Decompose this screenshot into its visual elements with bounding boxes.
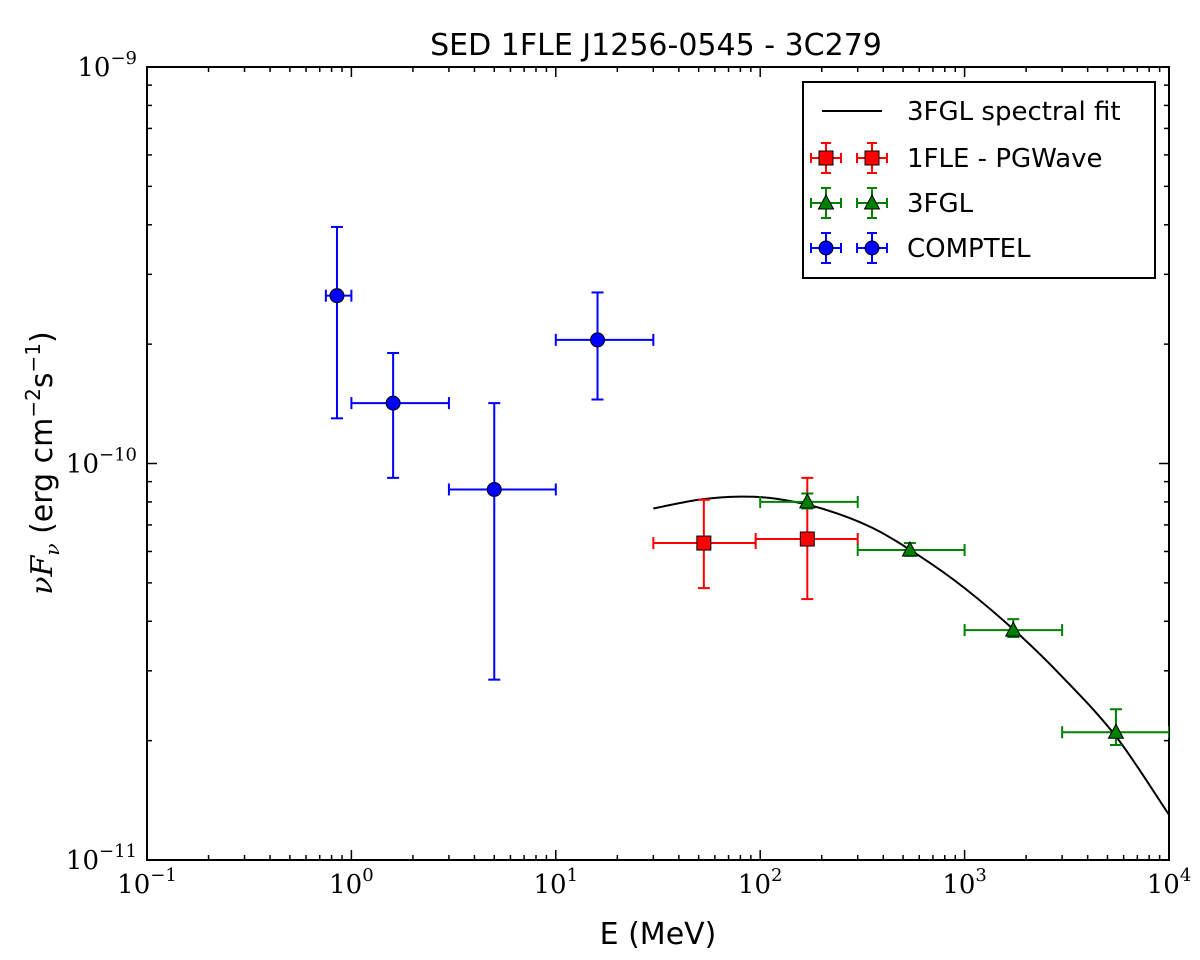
x-tick-base: 10	[942, 870, 975, 900]
legend-marker	[864, 240, 880, 256]
x-tick-exponent: 1	[567, 865, 578, 886]
data-point	[590, 332, 606, 348]
x-tick-label: 102	[738, 865, 783, 900]
data-point	[696, 535, 712, 551]
legend-entry-3fgl: 3FGL	[810, 187, 974, 219]
y-label-subscript: ν	[40, 543, 64, 555]
x-tick-exponent: 3	[975, 865, 986, 886]
y-tick-label: 10−10	[66, 445, 137, 480]
y-tick-base: 10	[66, 846, 99, 876]
legend-marker	[863, 193, 881, 210]
minor-ticks	[147, 67, 1169, 860]
x-tick-base: 10	[117, 870, 150, 900]
legend-entry-3fgl-spectral-fit: 3FGL spectral fit	[822, 97, 1121, 127]
data-point	[1004, 621, 1022, 637]
y-tick-base: 10	[77, 53, 110, 83]
x-tick-label: 10−1	[117, 865, 177, 900]
x-tick-label: 103	[942, 865, 987, 900]
y-tick-label: 10−9	[77, 48, 137, 83]
x-tick-exponent: 0	[362, 865, 373, 886]
legend-frame	[802, 81, 1156, 279]
data-point	[798, 492, 816, 509]
data-point	[385, 395, 401, 411]
legend-marker	[818, 240, 834, 256]
y-tick-exponent: −10	[99, 445, 137, 466]
x-tick-base: 10	[329, 870, 362, 900]
x-tick-base: 10	[1147, 870, 1180, 900]
y-label-unit-open: (erg cm	[25, 418, 60, 544]
series-1fle-pgwave	[652, 476, 859, 601]
x-tick-label: 100	[329, 865, 374, 900]
series-3fgl	[759, 492, 1169, 747]
data-point	[1107, 723, 1125, 739]
x-tick-exponent: 2	[771, 865, 782, 886]
x-tick-exponent: −1	[150, 865, 177, 886]
y-tick-exponent: −9	[110, 48, 137, 69]
x-tick-label: 101	[534, 865, 579, 900]
legend-entry-comptel: COMPTEL	[810, 232, 1031, 264]
x-tick-base: 10	[534, 870, 567, 900]
legend-marker	[864, 150, 880, 166]
major-ticks	[146, 66, 1170, 861]
y-label-unit-close: )	[25, 331, 60, 343]
legend-label: 1FLE - PGWave	[907, 144, 1103, 174]
legend-marker	[817, 193, 835, 210]
x-tick-label: 104	[1147, 865, 1192, 900]
y-tick-exponent: −11	[99, 841, 137, 862]
y-tick-base: 10	[66, 450, 99, 480]
x-tick-labels: 10−1 100 101 102 103 104	[117, 865, 1191, 900]
data-point	[486, 481, 502, 497]
series-comptel	[324, 225, 655, 681]
y-label-exp1: −2	[21, 388, 45, 417]
y-label-unit-mid: s	[25, 373, 60, 389]
chart-title: SED 1FLE J1256-0545 - 3C279	[430, 28, 882, 63]
y-tick-label: 10−11	[66, 841, 137, 876]
y-label-symbol: νF	[25, 554, 60, 594]
legend-label: 3FGL	[907, 189, 974, 219]
legend-label: 3FGL spectral fit	[907, 97, 1121, 127]
y-label-exp2: −1	[21, 343, 45, 372]
legend-entry-1fle-pgwave: 1FLE - PGWave	[810, 142, 1103, 174]
legend: 3FGL spectral fit 1FLE - PGWave 3FGL COMPTE…	[802, 81, 1156, 279]
data-point	[799, 531, 815, 547]
x-axis-label: E (MeV)	[600, 917, 717, 952]
data-point	[329, 288, 345, 304]
series-layer	[324, 225, 1169, 816]
data-point	[901, 540, 919, 557]
legend-label: COMPTEL	[907, 234, 1031, 264]
x-tick-exponent: 4	[1180, 865, 1191, 886]
legend-marker	[818, 150, 834, 166]
y-axis-label: νFν (erg cm−2s−1)	[21, 331, 64, 594]
x-tick-base: 10	[738, 870, 771, 900]
